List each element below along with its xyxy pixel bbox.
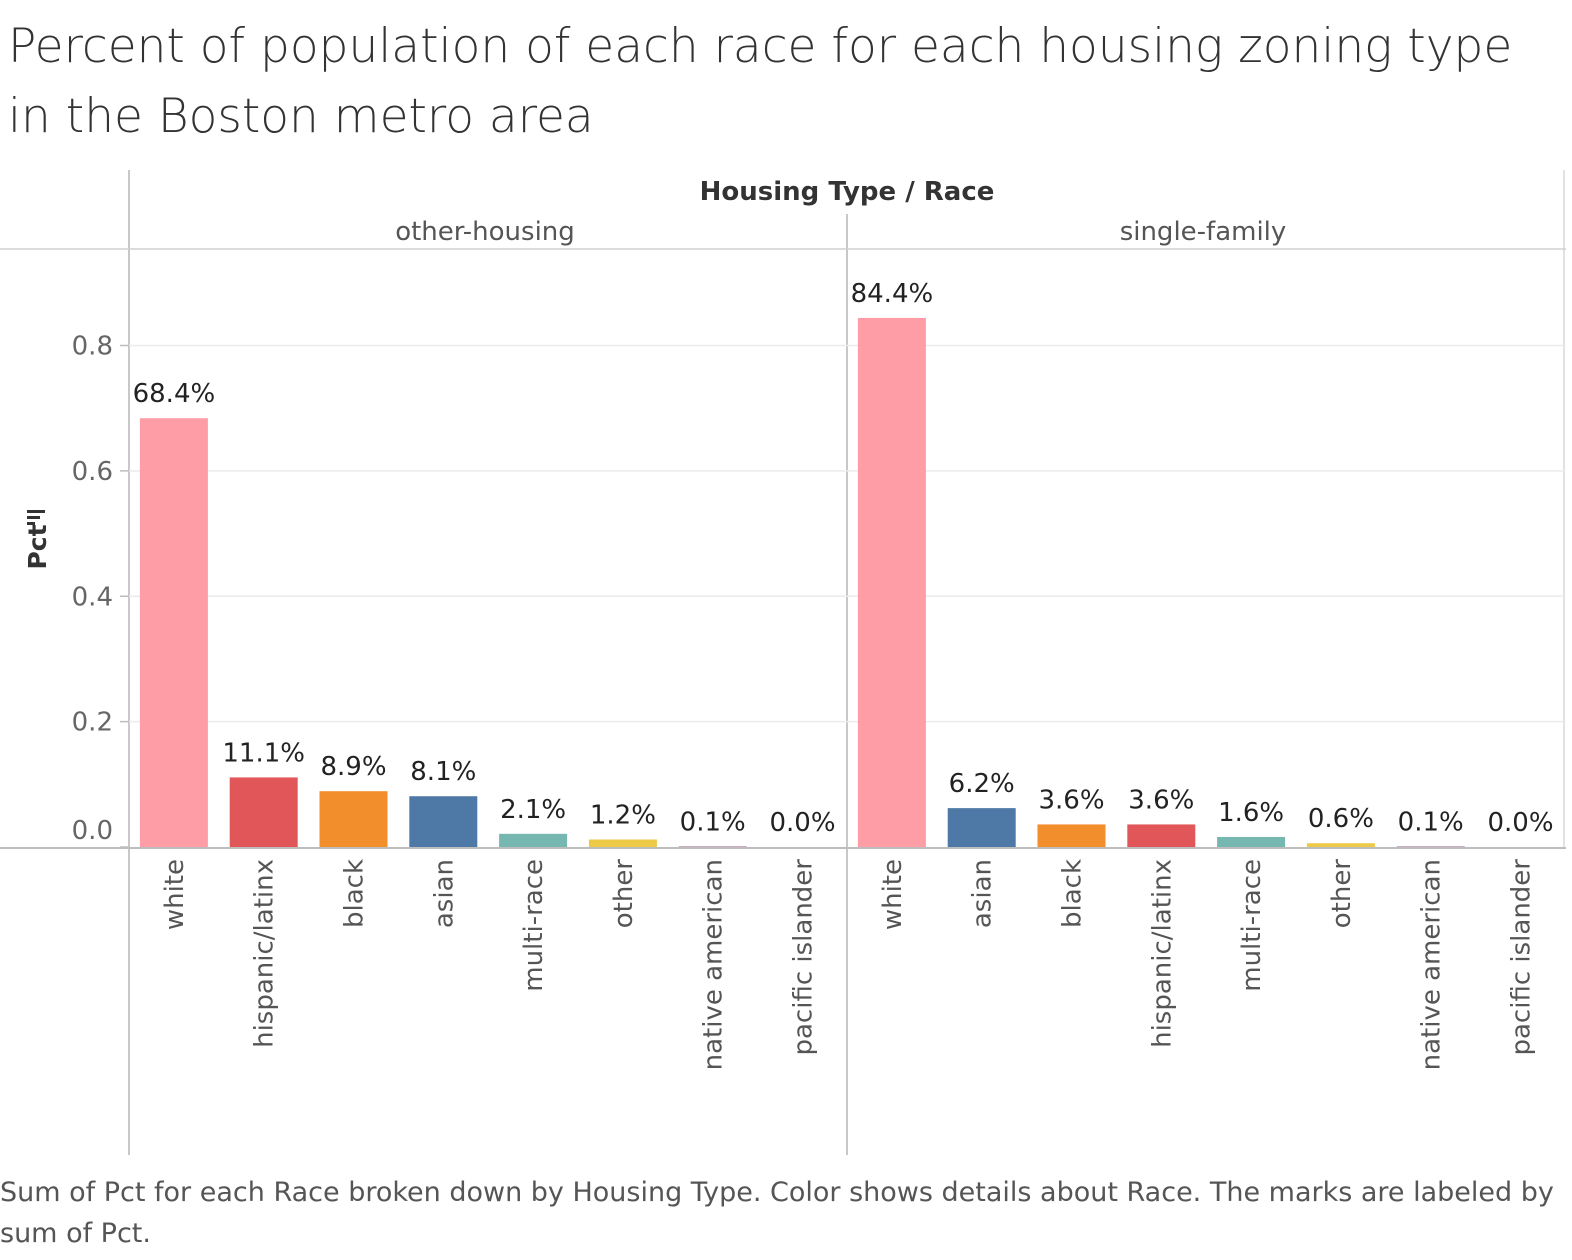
data-label: 8.1% [410, 757, 476, 787]
data-label: 3.6% [1128, 785, 1194, 815]
category-label: native american [1417, 859, 1447, 1070]
y-tick-label: 0.2 [72, 708, 113, 738]
bar-multi-race [1217, 836, 1286, 847]
pane-label: other-housing [395, 217, 575, 247]
bar-asian [409, 796, 478, 847]
category-label: black [1058, 859, 1088, 928]
chart-caption: Sum of Pct for each Race broken down by … [0, 1177, 1554, 1249]
data-label: 1.2% [590, 800, 656, 830]
pane-single-family: single-family 84.4% white 6.2% asian 3.6% blac… [851, 217, 1554, 1070]
column-header: Housing Type / Race [700, 177, 995, 207]
data-label: 84.4% [851, 279, 934, 309]
chart-title: Percent of population of each race for e… [8, 19, 1513, 144]
y-tick-label: 0.8 [72, 332, 113, 362]
category-label: black [340, 859, 370, 928]
chart-panes: other-housing 68.4% white 11.1% hispanic/lat… [133, 217, 1554, 1070]
category-label: white [160, 859, 190, 930]
pane-other-housing: other-housing 68.4% white 11.1% hispanic/lat… [133, 217, 836, 1070]
bar-white [139, 418, 208, 847]
data-label: 6.2% [949, 769, 1015, 799]
bar-native-american [678, 846, 747, 847]
data-label: 0.0% [769, 808, 835, 838]
category-label: white [878, 859, 908, 930]
data-label: 2.1% [500, 795, 566, 825]
data-label: 11.1% [222, 738, 305, 768]
header-title: Housing Type / Race [700, 177, 995, 207]
category-label: pacific islander [1507, 859, 1537, 1056]
data-label: 3.6% [1038, 785, 1104, 815]
y-axis-title[interactable]: Pct [23, 510, 52, 570]
y-axis: 0.0 0.2 0.4 0.6 0.8 [72, 332, 129, 848]
bar-other [588, 839, 657, 847]
y-tick-label: 0.6 [72, 457, 113, 487]
data-label: 8.9% [320, 752, 386, 782]
data-label: 0.1% [1398, 807, 1464, 837]
category-label: asian [968, 859, 998, 928]
category-label: other [609, 859, 639, 929]
y-tick-label: 0.0 [72, 816, 113, 846]
category-label: asian [429, 859, 459, 928]
bar-chart: 0.00.20.40.60.8 Housing Type / Race Pct … [0, 170, 1566, 1155]
bar-native-american [1396, 846, 1465, 847]
category-label: hispanic/latinx [250, 859, 280, 1048]
gridlines [129, 344, 1564, 723]
category-label: multi-race [519, 859, 549, 992]
category-label: multi-race [1237, 859, 1267, 992]
chart-frame [0, 170, 1566, 1155]
y-tick-label: 0.4 [72, 582, 113, 612]
y-axis-label: Pct [23, 524, 52, 569]
data-label: 1.6% [1218, 798, 1284, 828]
category-label: other [1327, 859, 1357, 929]
bar-white [857, 317, 926, 848]
pane-label: single-family [1120, 217, 1287, 247]
bar-asian [947, 808, 1016, 847]
bar-black [319, 791, 388, 847]
bar-hispanic-latinx [1127, 824, 1196, 847]
bar-black [1037, 824, 1106, 847]
category-label: pacific islander [789, 859, 819, 1056]
data-label: 0.0% [1487, 808, 1553, 838]
data-label: 68.4% [133, 379, 216, 409]
bar-other [1306, 843, 1375, 847]
data-label: 0.6% [1308, 804, 1374, 834]
bar-hispanic-latinx [229, 777, 298, 847]
category-label: hispanic/latinx [1147, 859, 1177, 1048]
bar-multi-race [499, 833, 568, 847]
data-label: 0.1% [680, 807, 746, 837]
category-label: native american [699, 859, 729, 1070]
sort-descending-icon[interactable] [27, 510, 45, 525]
